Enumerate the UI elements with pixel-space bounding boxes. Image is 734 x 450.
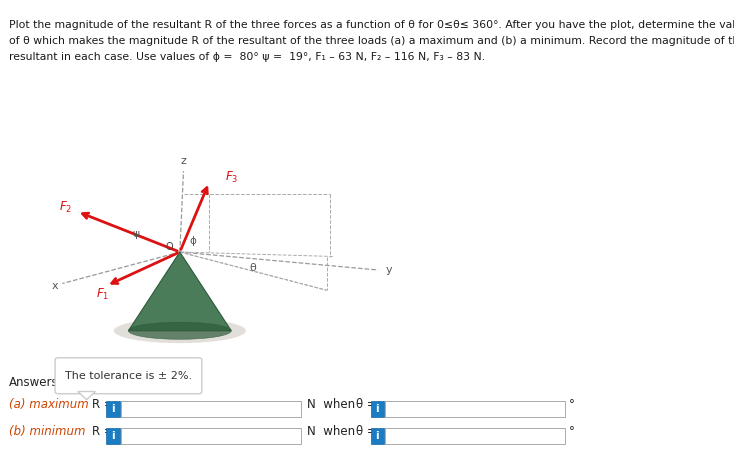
Text: $F_1$: $F_1$: [96, 287, 109, 302]
Text: (b) minimum: (b) minimum: [9, 425, 85, 438]
Text: i: i: [112, 404, 115, 414]
Text: resultant in each case. Use values of ϕ =  80° ψ =  19°, F₁ – 63 N, F₂ – 116 N, : resultant in each case. Use values of ϕ …: [9, 52, 485, 62]
FancyBboxPatch shape: [106, 400, 120, 418]
FancyBboxPatch shape: [106, 428, 120, 445]
Polygon shape: [78, 392, 95, 400]
Text: i: i: [376, 431, 379, 441]
Text: of θ which makes the magnitude R of the resultant of the three loads (a) a maxim: of θ which makes the magnitude R of the …: [9, 36, 734, 46]
Text: y: y: [385, 265, 393, 275]
FancyBboxPatch shape: [55, 358, 202, 394]
Text: O: O: [165, 243, 172, 252]
Text: °: °: [569, 425, 575, 438]
FancyBboxPatch shape: [121, 400, 301, 418]
Text: °: °: [569, 398, 575, 411]
Text: ψ: ψ: [132, 229, 139, 239]
Ellipse shape: [114, 319, 246, 343]
Text: ϕ: ϕ: [189, 236, 197, 246]
Text: θ: θ: [250, 263, 257, 273]
Text: N  when: N when: [307, 425, 355, 438]
Polygon shape: [128, 252, 231, 331]
Text: (a) maximum: (a) maximum: [9, 398, 89, 411]
Text: Plot the magnitude of the resultant R of the three forces as a function of θ for: Plot the magnitude of the resultant R of…: [9, 20, 734, 30]
Text: The tolerance is ± 2%.: The tolerance is ± 2%.: [65, 371, 192, 381]
Text: R =: R =: [92, 398, 114, 411]
Text: i: i: [112, 431, 115, 441]
Ellipse shape: [128, 322, 231, 339]
Text: $F_2$: $F_2$: [59, 199, 73, 215]
FancyBboxPatch shape: [385, 400, 565, 418]
Text: R =: R =: [92, 425, 114, 438]
FancyBboxPatch shape: [371, 400, 384, 418]
Text: Answers:: Answers:: [9, 376, 62, 389]
Text: θ =: θ =: [356, 425, 377, 438]
FancyBboxPatch shape: [385, 428, 565, 445]
Text: N  when: N when: [307, 398, 355, 411]
Text: θ =: θ =: [356, 398, 377, 411]
FancyBboxPatch shape: [121, 428, 301, 445]
Text: z: z: [181, 157, 186, 166]
Text: x: x: [51, 281, 59, 291]
Text: i: i: [376, 404, 379, 414]
Text: $F_3$: $F_3$: [225, 170, 238, 185]
FancyBboxPatch shape: [371, 428, 384, 445]
